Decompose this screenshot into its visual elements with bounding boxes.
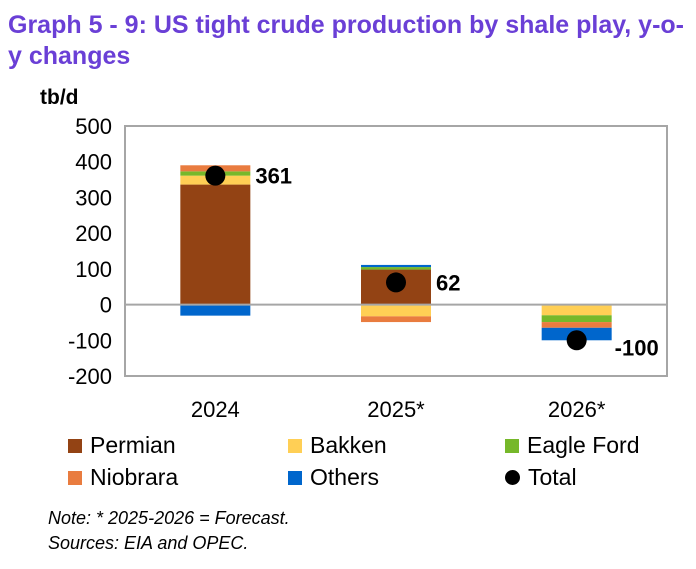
sources: Sources: EIA and OPEC.: [48, 533, 249, 553]
total-data-label: 62: [436, 270, 460, 295]
bar-segment-others: [361, 264, 431, 268]
bar-segment-others: [180, 304, 251, 316]
plot-frame: [124, 125, 668, 377]
legend-item-others: Others: [288, 464, 379, 491]
total-data-label: -100: [615, 335, 659, 360]
chart-area: tb/d 500 400 300 200 100 0 -100 -200 2024 2025* 202…: [40, 86, 668, 422]
y-tick-label: 500: [75, 114, 112, 139]
total-marker: [566, 330, 587, 351]
bar-segment-niobrara: [361, 316, 431, 323]
y-tick-label: -200: [68, 364, 112, 389]
legend-item-niobrara: Niobrara: [68, 464, 178, 491]
x-tick-label: 2025*: [367, 397, 425, 422]
legend-label: Bakken: [310, 432, 387, 458]
total-data-label: 361: [255, 164, 292, 189]
bar-segment-niobrara: [541, 322, 612, 328]
note: Note: * 2025-2026 = Forecast.: [48, 508, 290, 528]
y-tick-label: 0: [100, 293, 112, 318]
legend-swatch: [505, 438, 519, 453]
bar-segment-permian: [180, 184, 251, 305]
legend-label: Eagle Ford: [527, 432, 640, 458]
y-tick-label: 400: [75, 150, 112, 175]
legend-swatch: [68, 438, 82, 453]
y-tick-label: 300: [75, 185, 112, 210]
chart-title: Graph 5 - 9: US tight crude production b…: [8, 11, 685, 70]
total-dot-icon: [505, 470, 520, 485]
legend-item-total: Total: [505, 464, 577, 491]
total-marker: [386, 272, 406, 293]
y-tick-label: -100: [68, 328, 112, 353]
x-tick-label: 2024: [191, 397, 240, 422]
legend-swatch: [68, 470, 82, 485]
legend-item-permian: Permian: [68, 432, 176, 459]
y-tick-label: 200: [75, 221, 112, 246]
legend-label: Niobrara: [90, 464, 179, 490]
bar-segment-eagle-ford: [361, 267, 431, 270]
legend-label: Permian: [90, 432, 176, 458]
y-axis-label: tb/d: [40, 86, 78, 109]
legend-swatch: [288, 438, 302, 453]
bar-segment-eagle-ford: [541, 315, 612, 323]
legend-label: Total: [528, 464, 577, 490]
legend-item-eagle-ford: Eagle Ford: [505, 432, 640, 459]
legend-label: Others: [310, 464, 380, 490]
x-tick-label: 2026*: [548, 397, 606, 422]
y-tick-label: 100: [75, 257, 112, 282]
bar-segment-bakken: [541, 304, 612, 316]
total-marker: [205, 165, 226, 186]
bar-segment-bakken: [361, 304, 431, 317]
legend-swatch: [288, 470, 302, 485]
legend-item-bakken: Bakken: [288, 432, 387, 459]
